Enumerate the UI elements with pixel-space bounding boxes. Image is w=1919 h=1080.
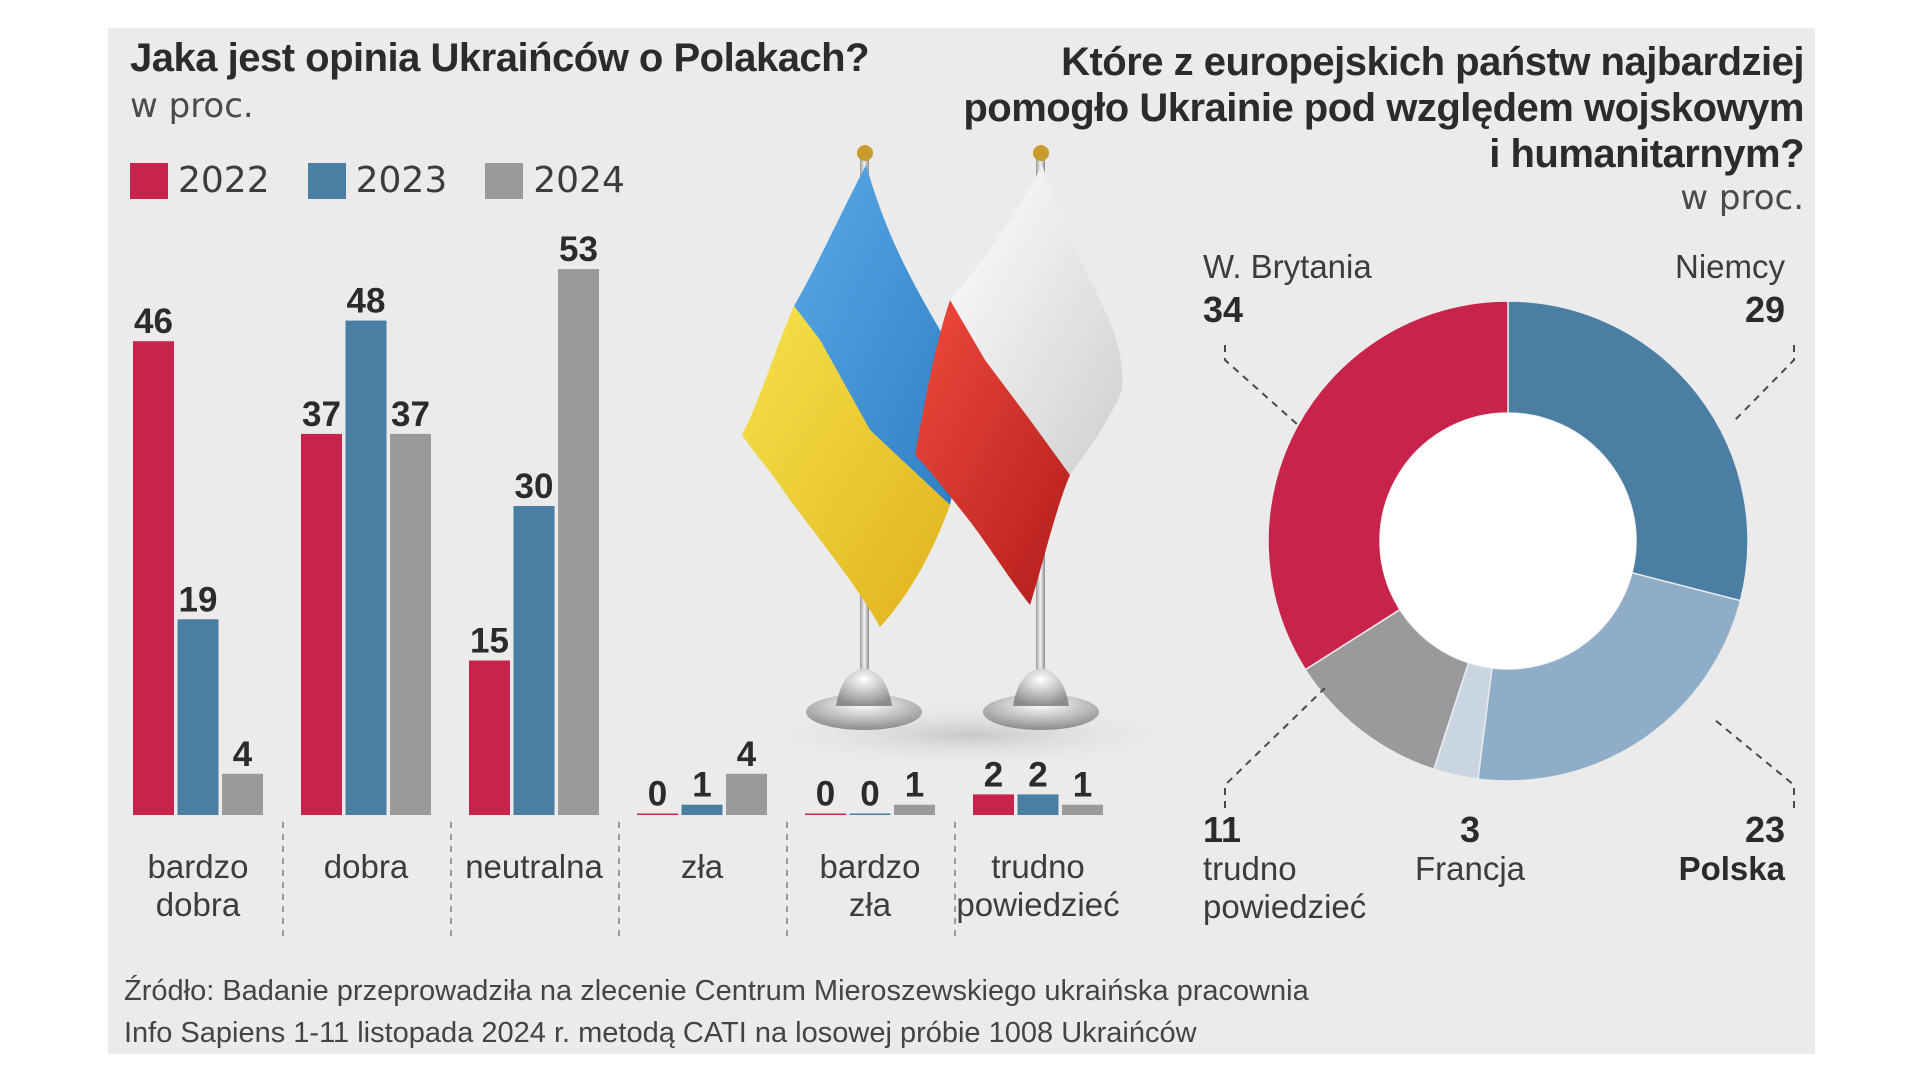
bar-value-label-2024-cat5: 1 [1073,766,1092,805]
legend-item-2022: 2022 [130,160,270,201]
category-label-1-line0: dobra [324,848,409,885]
right-chart-unit: w proc. [1680,178,1804,218]
poland-flag-base-dome [1013,668,1069,706]
bar-value-label-2022-cat3: 0 [648,775,667,814]
category-label-2-line0: neutralna [465,848,603,885]
category-label-5-line1: powiedzieć [956,886,1119,923]
bar-2023-cat0 [177,619,219,815]
bar-2023-cat3 [681,804,723,815]
slice-name-label-4-0: W. Brytania [1203,248,1372,285]
legend-label-2023: 2023 [355,160,448,201]
leader-line-4 [1224,345,1299,426]
category-label-0-line1: dobra [156,886,241,923]
category-label-5-line0: trudno [991,848,1085,885]
bar-value-label-2022-cat0: 46 [134,302,173,341]
left-chart-title: Jaka jest opinia Ukraińców o Polakach? [130,36,870,80]
slice-name-label-1-0: Polska [1679,850,1786,887]
bar-value-label-2023-cat0: 19 [179,580,218,619]
bar-value-label-2024-cat1: 37 [391,395,430,434]
right-chart-title-line2: pomogło Ukrainie pod względem wojskowym [963,86,1804,130]
leader-line-1 [1714,719,1795,808]
bar-2022-cat1 [301,433,342,815]
bar-value-label-2023-cat2: 30 [515,467,554,506]
bar-value-label-2022-cat4: 0 [816,775,835,814]
bar-value-label-2024-cat0: 4 [233,735,253,774]
legend-swatch-2022 [130,162,168,199]
poland-flag-red [915,300,1070,605]
bar-value-label-2022-cat2: 15 [470,622,509,661]
legend-label-2024: 2024 [533,160,625,201]
bar-value-label-2023-cat5: 2 [1028,755,1047,794]
bar-value-label-2023-cat3: 1 [692,766,711,805]
legend-label-2022: 2022 [178,160,270,201]
bar-2022-cat2 [469,660,510,815]
bar-value-label-2023-cat4: 0 [860,775,879,814]
ukraine-flag-yellow [742,306,950,627]
bar-value-label-2023-cat1: 48 [347,282,386,321]
donut-hole [1380,413,1636,669]
slice-value-label-3: 11 [1203,809,1241,850]
slice-name-label-3-1: powiedzieć [1203,888,1366,925]
bar-2024-cat5 [1062,804,1103,815]
bar-value-label-2024-cat2: 53 [559,230,598,269]
poland-flag-base [983,694,1099,730]
legend-item-2023: 2023 [307,160,448,201]
slice-name-label-2-0: Francja [1415,850,1526,887]
left-chart-unit: w proc. [130,86,254,126]
source-line-2: Info Sapiens 1-11 listopada 2024 r. meto… [124,1017,1197,1049]
bar-2023-cat5 [1017,794,1059,815]
legend-swatch-2023 [307,162,346,199]
source-line-1: Źródło: Badanie przeprowadziła na zlecen… [124,975,1309,1007]
slice-value-label-1: 23 [1745,809,1785,850]
slice-name-label-3-0: trudno [1203,850,1297,887]
legend-item-2024: 2024 [485,160,625,201]
bar-2024-cat0 [222,773,263,815]
bar-chart: 46194bardzodobra374837dobra153053neutral… [133,230,1120,940]
ukraine-flag-base-dome [836,668,892,706]
bar-2024-cat4 [894,804,935,815]
right-chart-title-line1: Które z europejskich państw najbardziej [1061,40,1804,84]
source-note: Źródło: Badanie przeprowadziła na zlecen… [124,970,1309,1054]
bar-2022-cat4 [805,813,846,815]
poland-flag-finial [1033,145,1049,161]
bar-2023-cat1 [345,320,387,815]
legend-swatch-2024 [485,162,524,199]
slice-value-label-2: 3 [1460,809,1480,850]
bar-2024-cat1 [390,433,431,815]
category-label-4-line1: zła [849,886,892,923]
bar-2022-cat5 [973,794,1014,815]
right-chart-title-line3: i humanitarnym? [1489,132,1804,176]
slice-value-label-0: 29 [1745,289,1785,330]
ukraine-flag-finial [857,145,873,161]
legend: 2022 2023 2024 [130,160,663,201]
bar-2024-cat2 [558,269,599,816]
leader-line-3 [1224,687,1326,808]
ukraine-flag-base [806,694,922,730]
bar-2024-cat3 [726,773,767,815]
bar-value-label-2022-cat1: 37 [302,395,341,434]
bar-value-label-2022-cat5: 2 [984,755,1003,794]
bar-2022-cat0 [133,341,174,815]
slice-value-label-4: 34 [1203,289,1243,330]
bar-2023-cat2 [513,506,555,815]
category-label-4-line0: bardzo [820,848,921,885]
slice-name-label-0-0: Niemcy [1675,248,1786,285]
category-label-0-line0: bardzo [148,848,249,885]
category-label-3-line0: zła [681,848,724,885]
bar-value-label-2024-cat3: 4 [737,735,757,774]
bar-2023-cat4 [849,813,891,815]
bar-value-label-2024-cat4: 1 [905,766,924,805]
poland-flag-white [950,165,1123,475]
bar-2022-cat3 [637,813,678,815]
ukraine-flag-blue [794,165,959,505]
leader-line-0 [1734,345,1795,421]
flags-illustration [740,145,1200,769]
